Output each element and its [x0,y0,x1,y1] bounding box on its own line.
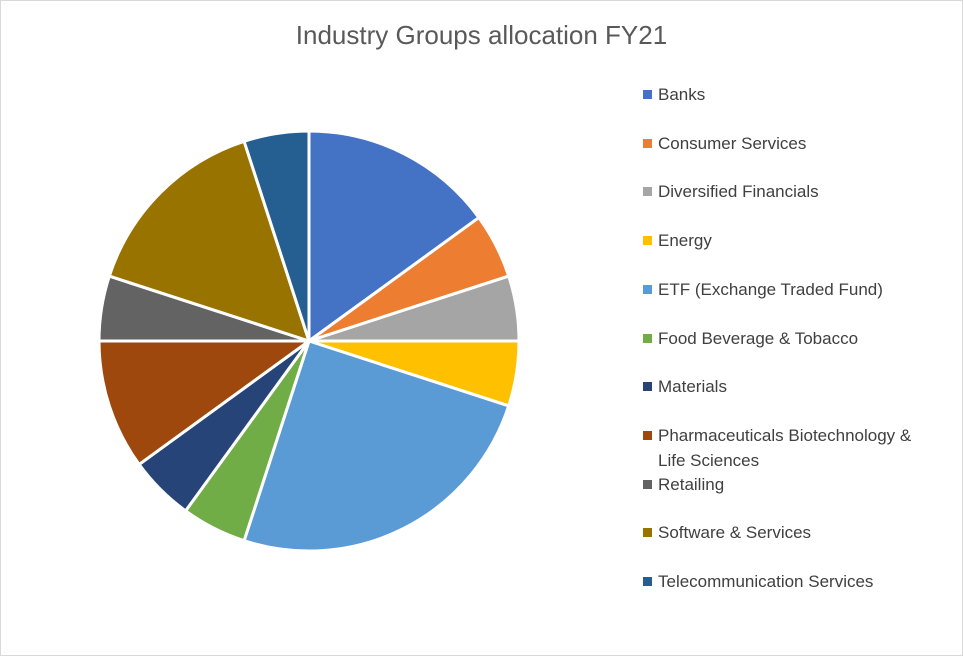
legend-swatch [643,528,652,537]
pie-slice-pharmaceuticals-biotechnology-life-sciences [97,339,311,466]
legend-label: Retailing [658,475,725,494]
legend-swatch [643,285,652,294]
legend-item: Telecommunication Services [643,569,918,594]
legend-label: Food Beverage & Tobacco [658,329,859,348]
legend-item: Pharmaceuticals Biotechnology & Life Sci… [643,423,918,473]
legend-item: Food Beverage & Tobacco [643,326,918,351]
legend-swatch [643,90,652,99]
legend-swatch [643,480,652,489]
legend-item: ETF (Exchange Traded Fund) [643,277,918,302]
legend-item: Diversified Financials [643,179,918,204]
legend-swatch [643,382,652,391]
legend-swatch [643,431,652,440]
legend-swatch [643,187,652,196]
legend-item: Software & Services [643,520,918,545]
legend-swatch [643,139,652,148]
legend-label: ETF (Exchange Traded Fund) [658,280,883,299]
legend-item: Materials [643,374,918,399]
pie-slice-telecommunication-services [242,129,311,343]
legend-label: Banks [658,85,706,104]
legend-label: Energy [658,231,712,250]
legend-label: Materials [658,377,727,396]
legend-item: Banks [643,82,918,107]
legend-label: Diversified Financials [658,182,819,201]
legend-item: Energy [643,228,918,253]
legend-swatch [643,334,652,343]
legend-swatch [643,577,652,586]
legend-label: Consumer Services [658,134,807,153]
legend-label: Software & Services [658,523,812,542]
pie-slice-etf-exchange-traded-fund [242,339,511,553]
legend-label: Pharmaceuticals Biotechnology & Life Sci… [658,426,912,470]
legend-item: Retailing [643,472,918,497]
legend-swatch [643,236,652,245]
chart-title: Industry Groups allocation FY21 [295,20,668,50]
pie-slice-banks [307,129,481,343]
legend-label: Telecommunication Services [658,572,874,591]
legend-item: Consumer Services [643,131,918,156]
